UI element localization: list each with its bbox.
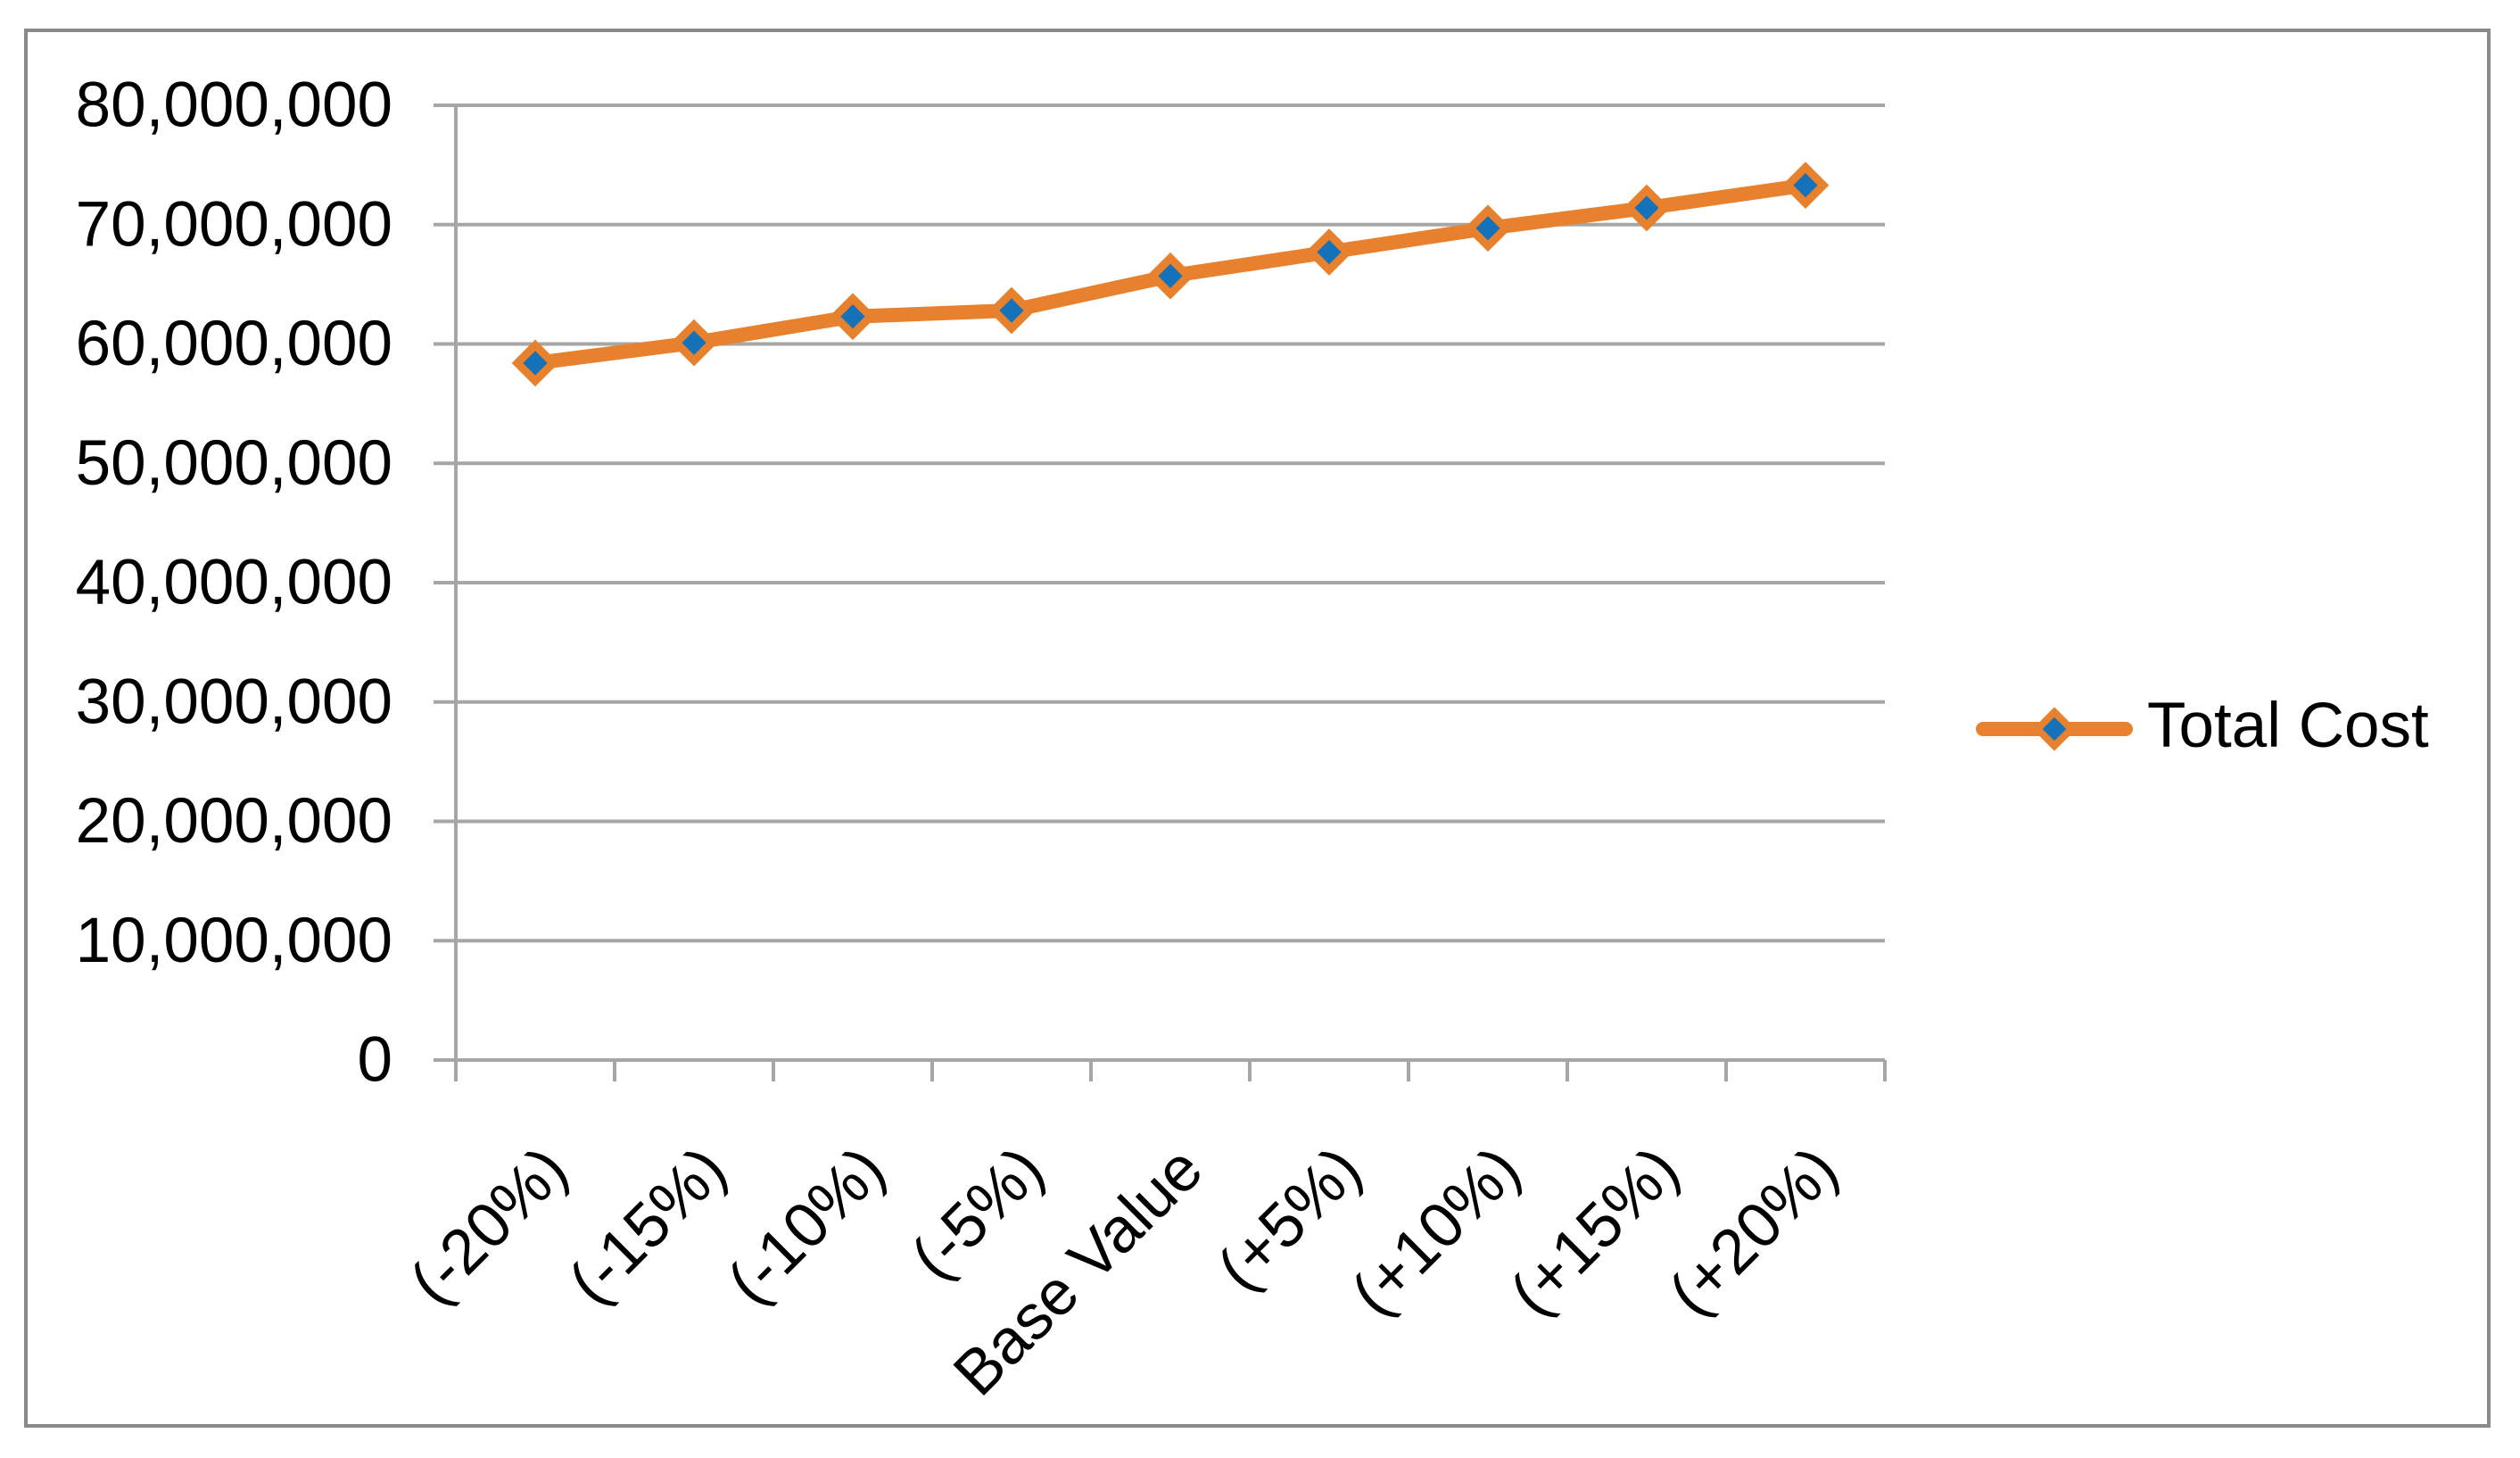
y-axis-tick-label: 80,000,000 xyxy=(76,70,392,141)
y-axis-tick-label: 40,000,000 xyxy=(76,548,392,618)
data-point-marker xyxy=(1623,184,1671,232)
data-point-marker xyxy=(829,293,877,341)
x-axis-category-label: (-15%) xyxy=(556,1133,740,1318)
y-axis-tick-label: 70,000,000 xyxy=(76,189,392,260)
data-point-marker xyxy=(987,286,1036,335)
data-point-marker xyxy=(1146,252,1194,300)
x-axis-category-label: (-20%) xyxy=(397,1133,582,1318)
data-point-marker xyxy=(1781,162,1830,209)
data-point-marker xyxy=(1305,228,1353,276)
y-axis-tick-label: 30,000,000 xyxy=(76,667,392,737)
y-axis-tick-label: 0 xyxy=(358,1025,393,1096)
x-axis-category-label: (+20%) xyxy=(1656,1133,1851,1329)
data-point-marker xyxy=(670,319,718,367)
legend-marker-icon xyxy=(2032,707,2077,751)
data-point-marker xyxy=(1464,204,1512,253)
legend-label: Total Cost xyxy=(2147,691,2429,761)
y-axis-tick-label: 60,000,000 xyxy=(76,309,392,379)
y-axis-tick-label: 20,000,000 xyxy=(76,786,392,857)
x-axis-category-label: (+10%) xyxy=(1338,1133,1533,1329)
data-point-marker xyxy=(511,339,559,387)
y-axis-tick-label: 10,000,000 xyxy=(76,906,392,976)
y-axis-tick-label: 50,000,000 xyxy=(76,428,392,499)
x-axis-category-label: (+15%) xyxy=(1497,1133,1692,1329)
x-axis-category-label: (-10%) xyxy=(715,1133,899,1318)
